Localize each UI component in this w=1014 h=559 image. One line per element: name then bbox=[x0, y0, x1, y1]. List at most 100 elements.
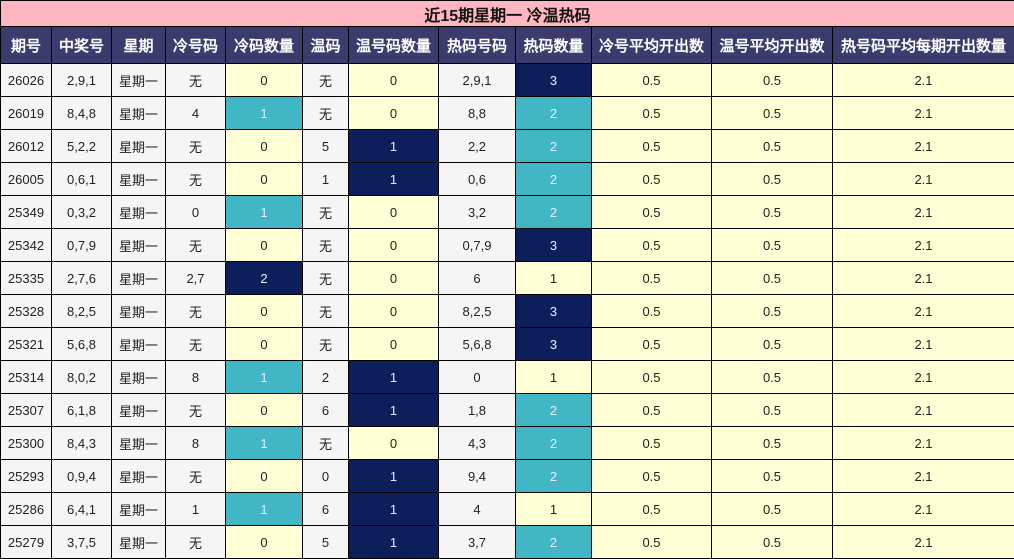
cell-cold-count: 1 bbox=[225, 360, 303, 394]
cell-warm-avg: 0.5 bbox=[711, 459, 833, 493]
table-row: 25279 3,7,5 星期一无 0 5 1 3,7 2 0.5 0.5 2.1 bbox=[0, 525, 1014, 559]
cell-cold-count: 2 bbox=[225, 261, 303, 295]
cell-cold-avg: 0.5 bbox=[591, 96, 712, 130]
table-row: 26019 8,4,8 星期一 4 1 无 0 8,8 2 0.5 0.5 2.1 bbox=[0, 96, 1014, 130]
cell-cold-numbers: 8 bbox=[165, 426, 226, 460]
cell-weekday: 星期一 bbox=[111, 492, 166, 526]
cell-warm-avg: 0.5 bbox=[711, 195, 833, 229]
cell-hot-avg: 2.1 bbox=[832, 129, 1014, 163]
table-row: 25293 0,9,4 星期一无 0 0 1 9,4 2 0.5 0.5 2.1 bbox=[0, 459, 1014, 493]
cell-warm-count: 1 bbox=[348, 525, 439, 559]
cell-hot-count: 2 bbox=[515, 459, 592, 493]
cell-warm-count: 0 bbox=[348, 294, 439, 328]
cell-warm-numbers: 5 bbox=[302, 525, 349, 559]
cell-cold-count: 0 bbox=[225, 525, 303, 559]
cell-cold-numbers: 无 bbox=[165, 327, 226, 361]
cell-cold-avg: 0.5 bbox=[591, 195, 712, 229]
cell-warm-count: 1 bbox=[348, 492, 439, 526]
cell-cold-avg: 0.5 bbox=[591, 525, 712, 559]
header-hot-avg: 热号码平均每期开出数量 bbox=[832, 26, 1014, 64]
cell-period: 26026 bbox=[0, 63, 52, 97]
cell-hot-avg: 2.1 bbox=[832, 63, 1014, 97]
cell-winning-numbers: 0,3,2 bbox=[51, 195, 112, 229]
cell-cold-avg: 0.5 bbox=[591, 261, 712, 295]
header-weekday: 星期 bbox=[111, 26, 166, 64]
cell-warm-avg: 0.5 bbox=[711, 63, 833, 97]
cell-hot-avg: 2.1 bbox=[832, 261, 1014, 295]
cell-weekday: 星期一 bbox=[111, 426, 166, 460]
cell-warm-numbers: 6 bbox=[302, 492, 349, 526]
cell-cold-numbers: 1 bbox=[165, 492, 226, 526]
cell-cold-count: 1 bbox=[225, 195, 303, 229]
cell-warm-numbers: 无 bbox=[302, 63, 349, 97]
cell-period: 25293 bbox=[0, 459, 52, 493]
header-row: 期号 中奖号 星期 冷号码 冷码数量 温码 温号码数量 热码号码 热码数量 冷号平均开出数 温号平均… bbox=[0, 26, 1014, 64]
cell-period: 25314 bbox=[0, 360, 52, 394]
header-hot-numbers: 热码号码 bbox=[438, 26, 516, 64]
cell-warm-count: 0 bbox=[348, 228, 439, 262]
cell-cold-avg: 0.5 bbox=[591, 162, 712, 196]
cell-warm-numbers: 6 bbox=[302, 393, 349, 427]
cell-weekday: 星期一 bbox=[111, 294, 166, 328]
cell-warm-avg: 0.5 bbox=[711, 228, 833, 262]
header-warm-avg: 温号平均开出数 bbox=[711, 26, 833, 64]
table-row: 25307 6,1,8 星期一无 0 6 1 1,8 2 0.5 0.5 2.1 bbox=[0, 393, 1014, 427]
cell-warm-avg: 0.5 bbox=[711, 96, 833, 130]
cell-warm-numbers: 无 bbox=[302, 294, 349, 328]
cell-period: 25300 bbox=[0, 426, 52, 460]
cell-warm-avg: 0.5 bbox=[711, 360, 833, 394]
cell-hot-avg: 2.1 bbox=[832, 525, 1014, 559]
cell-warm-count: 1 bbox=[348, 162, 439, 196]
cell-period: 25279 bbox=[0, 525, 52, 559]
cell-hot-numbers: 8,2,5 bbox=[438, 294, 516, 328]
cell-warm-numbers: 无 bbox=[302, 261, 349, 295]
cell-hot-count: 2 bbox=[515, 96, 592, 130]
cell-hot-numbers: 3,2 bbox=[438, 195, 516, 229]
table-row: 25349 0,3,2 星期一 0 1 无 0 3,2 2 0.5 0.5 2.1 bbox=[0, 195, 1014, 229]
cell-period: 25307 bbox=[0, 393, 52, 427]
cell-winning-numbers: 8,2,5 bbox=[51, 294, 112, 328]
table-row: 25335 2,7,6 星期一 2,7 2 无 0 6 1 0.5 0.5 2.1 bbox=[0, 261, 1014, 295]
header-cold-numbers: 冷号码 bbox=[165, 26, 226, 64]
cell-cold-count: 0 bbox=[225, 294, 303, 328]
cell-hot-count: 2 bbox=[515, 393, 592, 427]
cell-cold-numbers: 4 bbox=[165, 96, 226, 130]
cell-weekday: 星期一 bbox=[111, 228, 166, 262]
cell-winning-numbers: 5,6,8 bbox=[51, 327, 112, 361]
cell-winning-numbers: 2,9,1 bbox=[51, 63, 112, 97]
cell-hot-count: 3 bbox=[515, 327, 592, 361]
cell-hot-numbers: 2,9,1 bbox=[438, 63, 516, 97]
cell-warm-numbers: 无 bbox=[302, 228, 349, 262]
cell-winning-numbers: 8,4,3 bbox=[51, 426, 112, 460]
table-row: 25321 5,6,8 星期一无 0 无 0 5,6,8 3 0.5 0.5 2.1 bbox=[0, 327, 1014, 361]
cell-hot-count: 3 bbox=[515, 228, 592, 262]
cell-hot-count: 2 bbox=[515, 525, 592, 559]
cell-warm-avg: 0.5 bbox=[711, 162, 833, 196]
cell-hot-avg: 2.1 bbox=[832, 459, 1014, 493]
header-cold-avg: 冷号平均开出数 bbox=[591, 26, 712, 64]
cell-warm-count: 1 bbox=[348, 393, 439, 427]
cell-cold-numbers: 无 bbox=[165, 459, 226, 493]
cell-weekday: 星期一 bbox=[111, 261, 166, 295]
cell-hot-numbers: 2,2 bbox=[438, 129, 516, 163]
cell-period: 25321 bbox=[0, 327, 52, 361]
cell-hot-count: 2 bbox=[515, 195, 592, 229]
cell-warm-count: 1 bbox=[348, 129, 439, 163]
cell-weekday: 星期一 bbox=[111, 129, 166, 163]
cell-cold-count: 1 bbox=[225, 426, 303, 460]
cell-warm-numbers: 5 bbox=[302, 129, 349, 163]
cell-warm-numbers: 无 bbox=[302, 96, 349, 130]
cell-winning-numbers: 3,7,5 bbox=[51, 525, 112, 559]
cell-cold-numbers: 无 bbox=[165, 129, 226, 163]
cell-cold-count: 0 bbox=[225, 63, 303, 97]
cell-cold-count: 0 bbox=[225, 162, 303, 196]
cell-hot-count: 2 bbox=[515, 426, 592, 460]
cell-hot-avg: 2.1 bbox=[832, 162, 1014, 196]
header-warm-count: 温号码数量 bbox=[348, 26, 439, 64]
cell-winning-numbers: 8,0,2 bbox=[51, 360, 112, 394]
cell-cold-numbers: 0 bbox=[165, 195, 226, 229]
cell-cold-count: 0 bbox=[225, 459, 303, 493]
cell-hot-numbers: 4 bbox=[438, 492, 516, 526]
cell-hot-avg: 2.1 bbox=[832, 228, 1014, 262]
